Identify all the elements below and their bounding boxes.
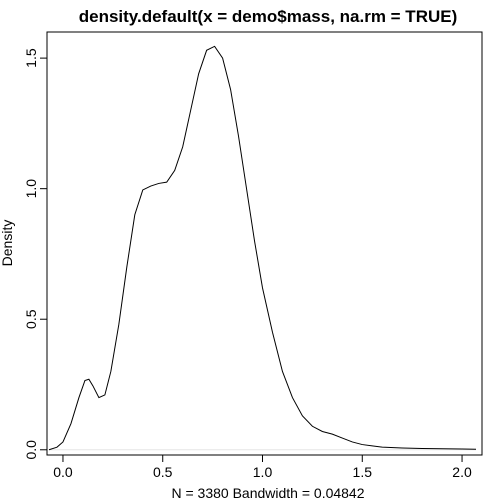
x-tick-label: 2.0 <box>452 464 472 480</box>
x-axis-label: N = 3380 Bandwidth = 0.04842 <box>171 485 364 501</box>
plot-frame <box>46 31 483 456</box>
y-tick-label: 0.0 <box>23 440 39 460</box>
x-tick-label: 0.5 <box>153 464 173 480</box>
y-axis: 0.0 0.5 1.0 1.5 <box>23 48 48 460</box>
x-tick-label: 1.0 <box>253 464 273 480</box>
x-tick-label: 1.5 <box>353 464 373 480</box>
density-curve <box>48 45 477 451</box>
y-tick-label: 1.5 <box>23 48 39 68</box>
x-axis: 0.0 0.5 1.0 1.5 2.0 <box>53 454 472 480</box>
y-tick-label: 1.0 <box>23 179 39 199</box>
chart-title: density.default(x = demo$mass, na.rm = T… <box>79 7 458 26</box>
y-tick-label: 0.5 <box>23 309 39 329</box>
x-tick-label: 0.0 <box>53 464 73 480</box>
y-axis-label: Density <box>0 220 15 267</box>
